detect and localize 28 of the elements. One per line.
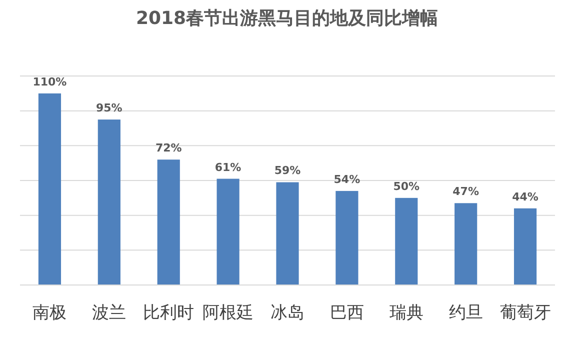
bar <box>276 182 299 285</box>
data-label: 47% <box>452 185 480 198</box>
bar <box>98 120 120 285</box>
x-tick-label: 波兰 <box>92 303 126 323</box>
data-label: 110% <box>32 75 67 88</box>
data-label: 50% <box>393 180 420 193</box>
data-label: 44% <box>512 190 538 204</box>
bar <box>157 160 180 285</box>
bar <box>395 198 418 285</box>
bar <box>454 203 478 285</box>
x-tick-label: 南极 <box>32 303 67 323</box>
x-tick-label: 比利时 <box>143 303 194 323</box>
x-tick-label: 冰岛 <box>270 303 304 323</box>
data-label: 61% <box>214 160 242 174</box>
x-tick-label: 约旦 <box>448 303 483 323</box>
bar <box>216 178 240 285</box>
x-tick-label: 葡萄牙 <box>500 303 551 323</box>
bar <box>514 208 537 285</box>
x-tick-label: 瑞典 <box>389 303 424 323</box>
bar <box>336 190 358 285</box>
bar <box>38 93 62 285</box>
chart-title: 2018春节出游黑马目的地及同比增幅 <box>136 8 438 29</box>
data-label: 54% <box>334 172 360 186</box>
x-tick-label: 阿根廷 <box>202 303 254 323</box>
x-tick-label: 巴西 <box>330 303 364 323</box>
data-label: 95% <box>96 102 122 115</box>
data-label: 59% <box>274 164 301 178</box>
data-label: 72% <box>155 142 182 155</box>
